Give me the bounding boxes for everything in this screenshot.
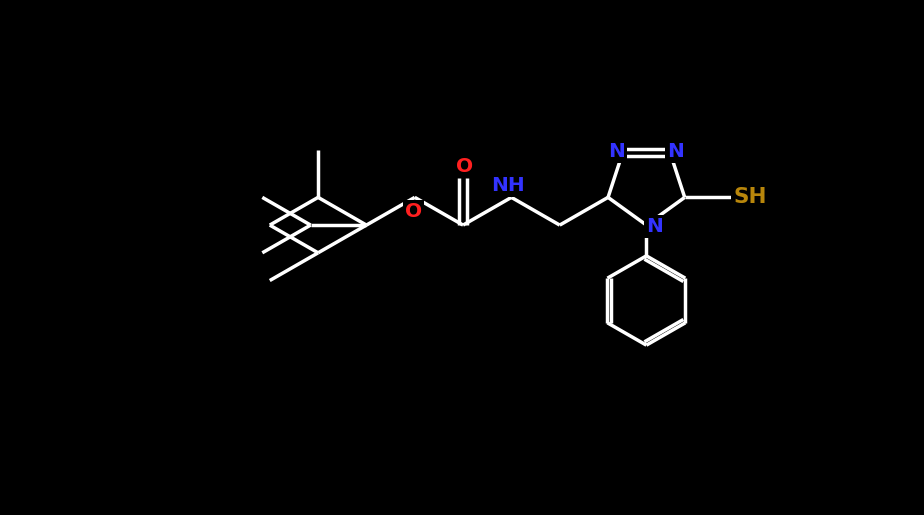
Text: SH: SH: [733, 187, 767, 208]
Text: N: N: [608, 142, 625, 161]
Text: NH: NH: [492, 176, 525, 195]
Text: O: O: [405, 202, 421, 221]
Text: O: O: [456, 157, 473, 176]
Text: N: N: [667, 142, 684, 161]
Text: N: N: [646, 217, 663, 236]
